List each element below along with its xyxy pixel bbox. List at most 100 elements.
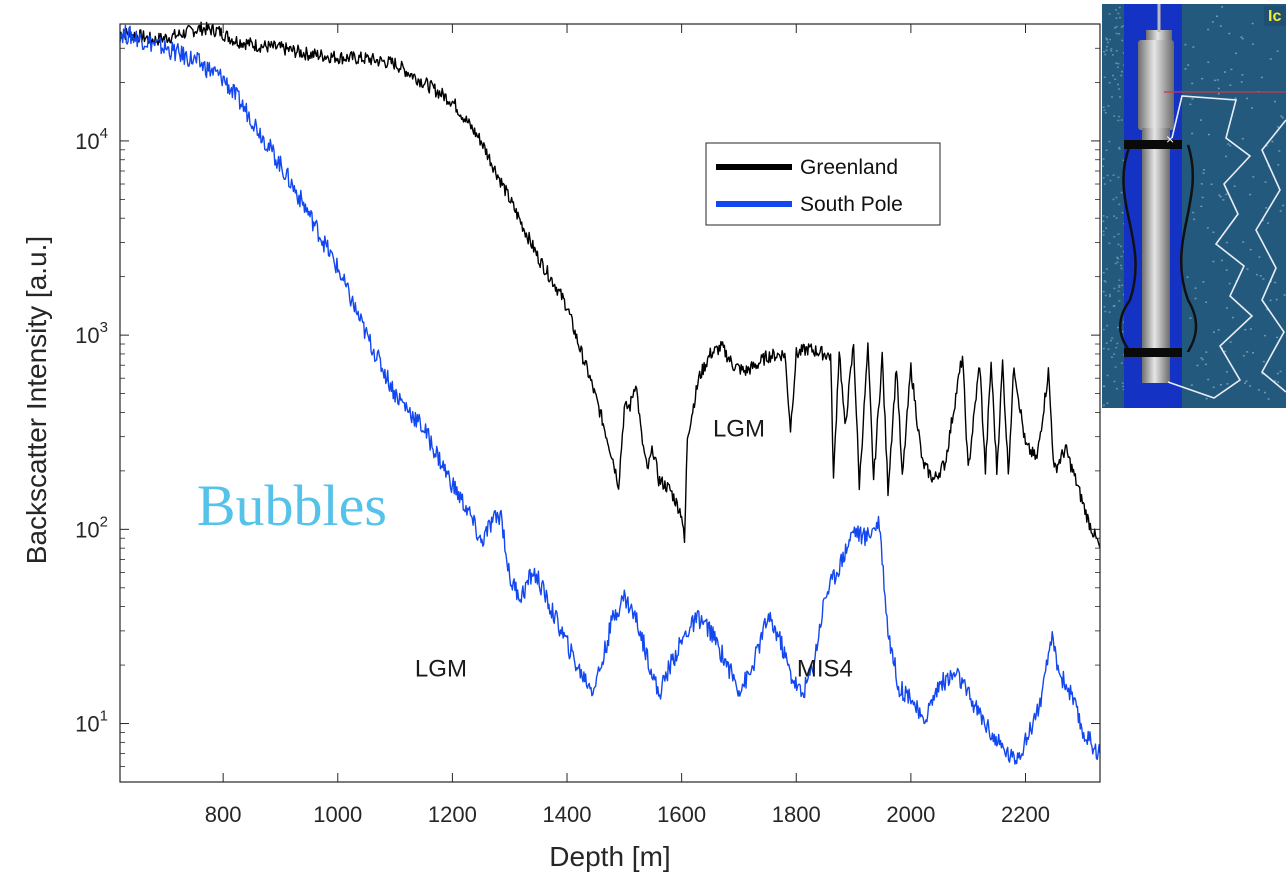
ice-speckle xyxy=(1189,317,1192,319)
ice-speckle xyxy=(1115,50,1118,52)
ice-speckle xyxy=(1225,193,1228,196)
ice-speckle xyxy=(1194,287,1197,289)
ice-speckle xyxy=(1191,82,1194,85)
ice-speckle xyxy=(1235,52,1237,55)
ice-speckle xyxy=(1115,346,1118,349)
ice-speckle xyxy=(1277,126,1280,128)
ice-speckle xyxy=(1205,301,1208,303)
ice-speckle xyxy=(1108,38,1111,41)
ice-speckle xyxy=(1121,39,1124,42)
logger-body xyxy=(1142,128,1170,383)
ice-speckle xyxy=(1113,115,1116,117)
photon-path xyxy=(1167,95,1254,399)
x-tick-label: 1200 xyxy=(428,802,477,827)
ice-speckle xyxy=(1106,38,1108,41)
ice-speckle xyxy=(1200,357,1203,359)
ice-speckle xyxy=(1122,52,1125,54)
ice-speckle xyxy=(1192,46,1195,48)
ice-speckle xyxy=(1263,391,1266,394)
ice-speckle xyxy=(1116,342,1119,345)
ice-speckle xyxy=(1217,92,1220,95)
ice-speckle xyxy=(1258,256,1261,258)
series-line-greenland xyxy=(119,21,1101,549)
ice-speckle xyxy=(1119,96,1121,98)
ice-speckle xyxy=(1265,145,1268,147)
ice-speckle xyxy=(1242,241,1245,243)
ice-speckle xyxy=(1274,380,1277,382)
legend-label-greenland: Greenland xyxy=(800,156,898,179)
ice-speckle xyxy=(1282,204,1285,207)
ice-speckle xyxy=(1275,298,1278,301)
ice-speckle xyxy=(1117,257,1120,260)
ice-speckle xyxy=(1118,33,1121,35)
ice-speckle xyxy=(1228,282,1231,285)
ice-speckle xyxy=(1116,66,1119,68)
ice-speckle xyxy=(1117,83,1119,86)
ice-speckle xyxy=(1207,61,1210,63)
ice-speckle xyxy=(1225,155,1228,158)
y-tick-label: 103 xyxy=(75,319,108,348)
ice-speckle xyxy=(1113,380,1116,383)
ice-speckle xyxy=(1210,183,1213,185)
inset-label-bg xyxy=(1264,6,1286,26)
x-tick-label: 1400 xyxy=(543,802,592,827)
ice-speckle xyxy=(1280,115,1283,117)
ice-speckle xyxy=(1118,6,1121,9)
ice-speckle xyxy=(1102,230,1105,233)
ice-speckle xyxy=(1121,70,1123,73)
ice-speckle xyxy=(1259,275,1262,277)
ice-speckle xyxy=(1279,370,1282,373)
ice-speckle xyxy=(1246,97,1248,100)
ice-speckle xyxy=(1114,27,1116,29)
ice-speckle xyxy=(1122,159,1125,162)
ice-speckle xyxy=(1104,53,1107,56)
ice-speckle xyxy=(1110,96,1113,98)
ice-speckle xyxy=(1262,278,1265,280)
ice-speckle xyxy=(1217,87,1220,90)
ice-speckle xyxy=(1115,25,1118,28)
ice-speckle xyxy=(1252,352,1254,354)
photon-source-marker: × xyxy=(1166,131,1174,147)
ice-speckle xyxy=(1121,211,1124,214)
ice-speckle xyxy=(1120,362,1123,364)
ice-speckle xyxy=(1234,97,1237,99)
ice-speckle xyxy=(1118,115,1121,118)
ice-speckle xyxy=(1216,15,1218,17)
ice-speckle xyxy=(1187,64,1190,66)
ice-speckle xyxy=(1112,198,1115,201)
ice-speckle xyxy=(1184,68,1187,70)
x-tick-label: 1000 xyxy=(313,802,362,827)
ice-speckle xyxy=(1115,17,1118,19)
ice-speckle xyxy=(1112,174,1115,176)
ice-speckle xyxy=(1229,341,1232,343)
legend-label-south-pole: South Pole xyxy=(800,193,903,216)
ice-speckle xyxy=(1117,290,1120,292)
ice-speckle xyxy=(1102,177,1105,179)
ice-speckle xyxy=(1249,385,1252,387)
ice-speckle xyxy=(1265,207,1268,209)
ice-speckle xyxy=(1108,13,1111,15)
ice-speckle xyxy=(1262,360,1265,363)
ice-speckle xyxy=(1118,300,1121,302)
ice-speckle xyxy=(1112,74,1114,77)
ice-speckle xyxy=(1113,215,1116,217)
ice-speckle xyxy=(1233,185,1236,187)
ice-speckle xyxy=(1109,179,1112,182)
ice-speckle xyxy=(1108,242,1111,245)
ice-speckle xyxy=(1104,310,1107,313)
ice-speckle xyxy=(1212,331,1215,333)
ice-speckle xyxy=(1246,268,1249,270)
ice-speckle xyxy=(1103,109,1106,111)
ice-speckle xyxy=(1224,350,1227,353)
ice-speckle xyxy=(1249,193,1252,196)
ice-speckle xyxy=(1117,243,1120,246)
ice-speckle xyxy=(1201,196,1204,199)
ice-speckle xyxy=(1114,78,1117,80)
ice-speckle xyxy=(1244,382,1246,384)
ice-speckle xyxy=(1277,164,1280,166)
ice-speckle xyxy=(1220,259,1223,262)
ice-speckle xyxy=(1116,261,1119,264)
ice-speckle xyxy=(1276,50,1279,52)
ice-speckle xyxy=(1122,388,1125,391)
